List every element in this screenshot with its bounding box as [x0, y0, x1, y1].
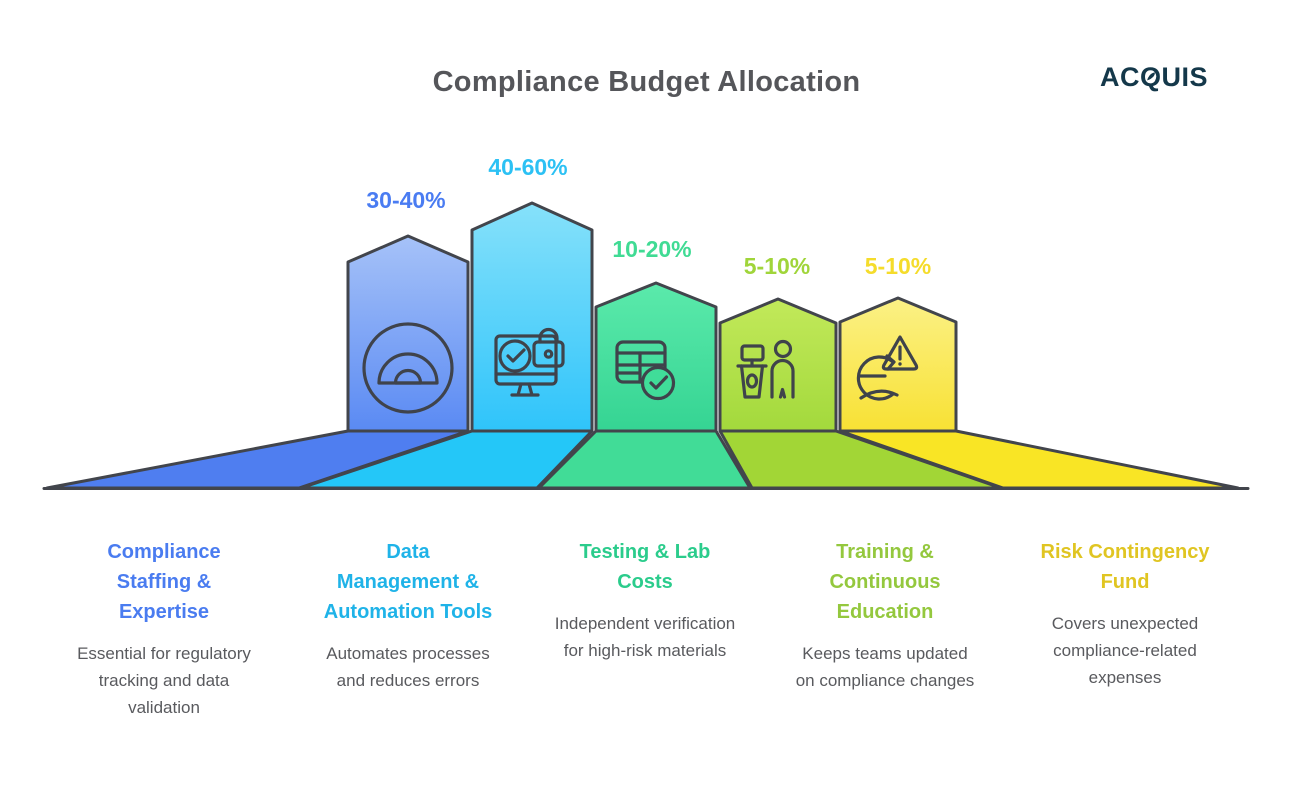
category-column-1: Compliance Staffing & Expertise Essentia… — [44, 537, 284, 721]
tower-2 — [470, 201, 594, 433]
percent-label-5: 5-10% — [864, 253, 932, 279]
category-column-3: Testing & Lab Costs Independent verifica… — [525, 537, 765, 664]
category-column-4: Training & Continuous Education Keeps te… — [765, 537, 1005, 694]
category-column-2: Data Management & Automation Tools Autom… — [288, 537, 528, 694]
acquis-logo: ACQUIS — [1100, 62, 1208, 93]
category-heading: Testing & Lab Costs — [579, 541, 711, 593]
category-description: Independent verification for high-risk m… — [554, 614, 736, 660]
category-heading: Risk Contingency Fund — [1040, 541, 1210, 593]
tower-chart — [42, 201, 1250, 490]
percent-label-1: 30-40% — [366, 187, 446, 213]
category-heading: Training & Continuous Education — [829, 541, 941, 623]
logo-letter-q: Q — [1140, 62, 1162, 93]
category-description: Keeps teams updated on compliance change… — [795, 644, 975, 690]
logo-text-left: AC — [1099, 62, 1140, 92]
protractor-icon — [362, 322, 454, 414]
category-description: Essential for regulatory tracking and da… — [77, 644, 251, 717]
training-presentation-icon — [736, 339, 795, 399]
percent-label-4: 5-10% — [743, 253, 811, 279]
category-description: Automates processes and reduces errors — [326, 644, 490, 690]
logo-leaf-icon — [1145, 70, 1157, 82]
percent-label-2: 40-60% — [488, 154, 568, 180]
monitor-check-lock-icon — [494, 327, 565, 397]
table-check-icon — [615, 340, 676, 401]
page-title: Compliance Budget Allocation — [432, 66, 861, 98]
category-description: Covers unexpected compliance-related exp… — [1051, 614, 1199, 687]
tower-1 — [346, 234, 470, 433]
category-column-5: Risk Contingency Fund Covers unexpected … — [1005, 537, 1245, 691]
logo-text-right: UIS — [1161, 62, 1208, 92]
category-heading: Compliance Staffing & Expertise — [107, 541, 221, 623]
category-heading: Data Management & Automation Tools — [323, 541, 493, 623]
tower-5 — [838, 296, 958, 433]
tower-3 — [594, 281, 718, 433]
percent-label-3: 10-20% — [612, 236, 692, 262]
euro-warning-icon — [856, 335, 919, 401]
